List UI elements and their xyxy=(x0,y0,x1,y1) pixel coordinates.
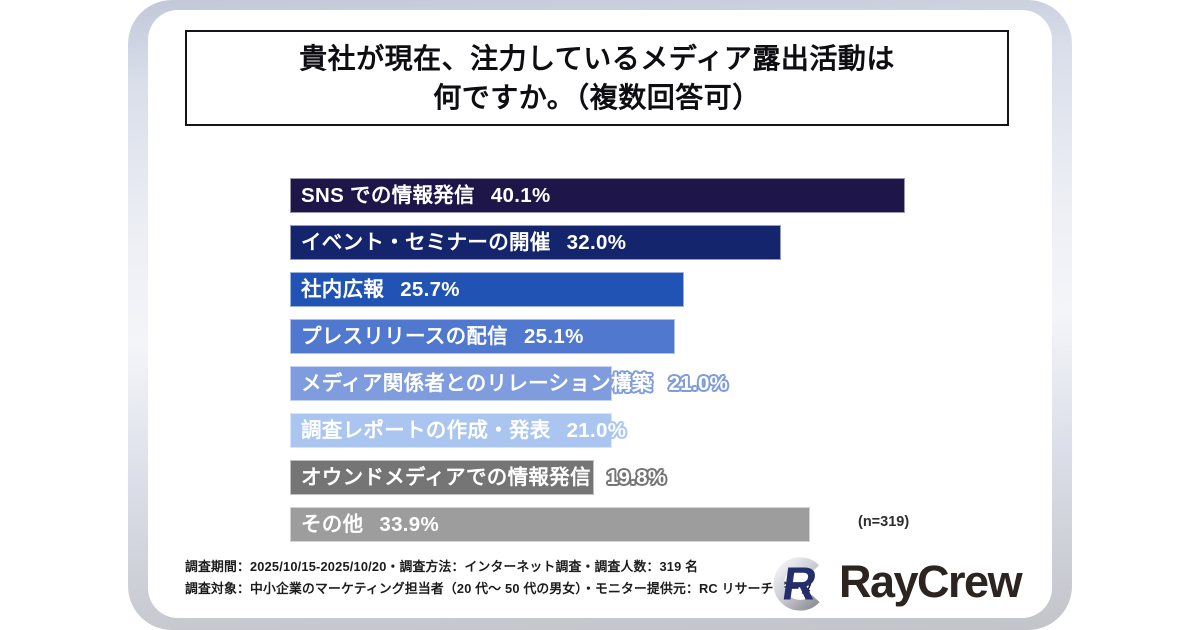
bar-row: その他 33.9% xyxy=(290,507,1056,542)
raycrew-logo-mark-icon: R xyxy=(773,557,827,611)
bar-label: プレスリリースの配信 25.1% xyxy=(301,319,584,354)
bar-category: その他 xyxy=(301,513,364,536)
bar-label: メディア関係者とのリレーション構築 21.0% xyxy=(301,366,728,401)
bar-value: 19.8% xyxy=(606,466,667,489)
bar-value: 32.0% xyxy=(566,231,627,254)
bar-value: 21.0% xyxy=(668,372,729,395)
bar-label: 調査レポートの作成・発表 21.0% xyxy=(301,413,626,448)
bar-label: その他 33.9% xyxy=(301,507,439,542)
bar-row: オウンドメディアでの情報発信 19.8% xyxy=(290,460,1056,495)
bar-value: 40.1% xyxy=(490,184,551,207)
bar xyxy=(290,272,684,307)
sample-size-label: (n=319) xyxy=(858,514,910,530)
title-box: 貴社が現在、注力しているメディア露出活動は 何ですか。（複数回答可） xyxy=(185,30,1009,126)
bar-value: 25.1% xyxy=(523,325,584,348)
bar xyxy=(290,366,612,401)
page-title-line1: 貴社が現在、注力しているメディア露出活動は xyxy=(299,43,895,74)
bar-row: 社内広報 25.7% xyxy=(290,272,1056,307)
survey-note-line1: 調査期間：2025/10/15-2025/10/20・調査方法：インターネット調… xyxy=(185,559,699,574)
bar xyxy=(290,413,612,448)
bar-row: イベント・セミナーの開催 32.0% xyxy=(290,225,1056,260)
bar-category: プレスリリースの配信 xyxy=(301,325,508,348)
bar-value: 25.7% xyxy=(400,278,460,301)
bar-value: 21.0% xyxy=(566,419,627,442)
bar-row: SNS での情報発信 40.1% xyxy=(290,178,1056,213)
bar-value: 33.9% xyxy=(379,513,440,536)
bar-row: メディア関係者とのリレーション構築 21.0% xyxy=(290,366,1056,401)
bar-category: 社内広報 xyxy=(301,278,385,301)
bar-label: 社内広報 25.7% xyxy=(301,272,460,307)
bar xyxy=(290,460,594,495)
raycrew-wordmark: RayCrew xyxy=(839,556,1023,607)
bar-label: SNS での情報発信 40.1% xyxy=(301,178,551,213)
survey-notes: 調査期間：2025/10/15-2025/10/20・調査方法：インターネット調… xyxy=(185,556,813,600)
bar xyxy=(290,178,905,213)
svg-text:R: R xyxy=(779,558,820,610)
bar-row: 調査レポートの作成・発表 21.0% xyxy=(290,413,1056,448)
bar-label: オウンドメディアでの情報発信 19.8% xyxy=(301,460,666,495)
bar xyxy=(290,507,810,542)
bar-category: SNS での情報発信 xyxy=(301,184,475,207)
raycrew-logo: R RayCrew xyxy=(772,550,1023,614)
bar-chart: SNS での情報発信 40.1% イベント・セミナーの開催 32.0% 社内広報 25.7… xyxy=(290,178,1056,548)
bar-label: イベント・セミナーの開催 32.0% xyxy=(301,225,626,260)
bar xyxy=(290,225,781,260)
bar-category: メディア関係者とのリレーション構築 xyxy=(301,372,653,395)
bar-category: オウンドメディアでの情報発信 xyxy=(301,466,591,489)
bar-category: イベント・セミナーの開催 xyxy=(301,231,551,254)
bar-category: 調査レポートの作成・発表 xyxy=(301,419,551,442)
bar xyxy=(290,319,675,354)
bar-row: プレスリリースの配信 25.1% xyxy=(290,319,1056,354)
survey-note-line2: 調査対象：中小企業のマーケティング担当者（20 代〜 50 代の男女）・モニター… xyxy=(185,581,813,596)
page-title-line2: 何ですか。（複数回答可） xyxy=(433,82,761,113)
